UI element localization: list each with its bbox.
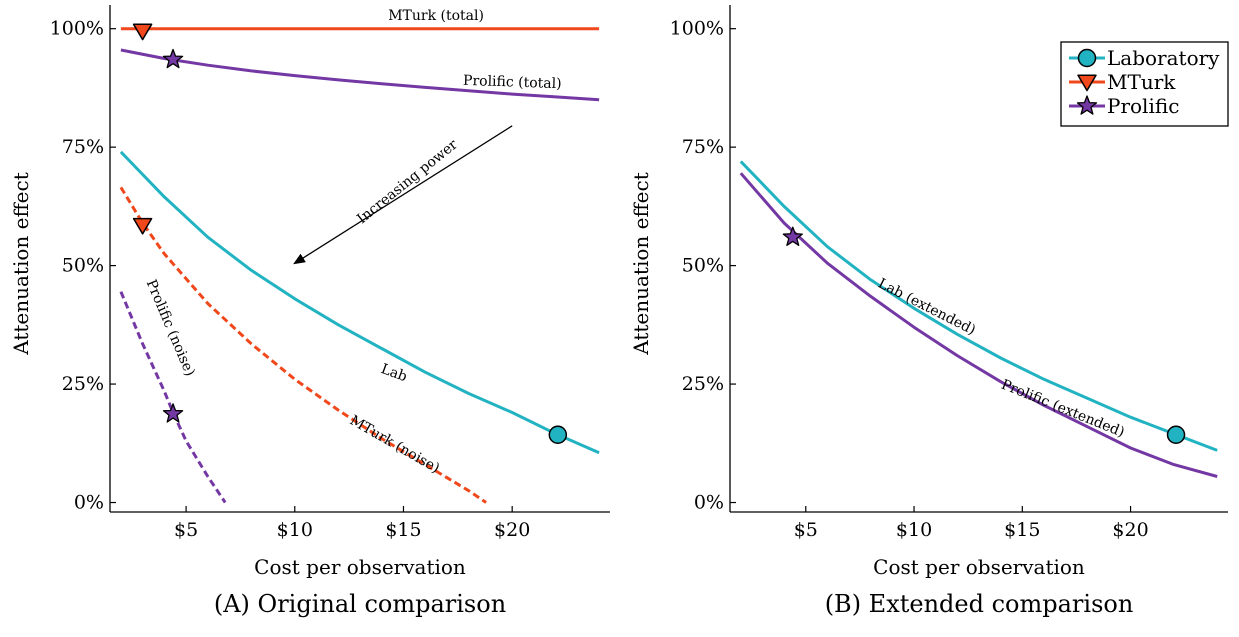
prolific-marker-star-4 xyxy=(162,403,184,423)
x-tick-label: $20 xyxy=(494,519,530,541)
x-tick-label: $5 xyxy=(794,519,818,541)
legend-label-mturk: MTurk xyxy=(1107,70,1176,94)
series-line-prolific-noise xyxy=(119,291,227,504)
y-tick-label: 0% xyxy=(74,492,104,514)
y-axis-title: Attenuation effect xyxy=(9,172,33,356)
panel-caption: (A) Original comparison xyxy=(214,590,506,618)
panel-caption: (B) Extended comparison xyxy=(825,590,1134,618)
legend-laboratory-marker-circle xyxy=(1077,48,1097,68)
lab-marker-circle-0 xyxy=(548,425,568,445)
y-tick-label: 0% xyxy=(694,492,724,514)
y-tick-label: 75% xyxy=(682,136,724,158)
mturk-marker-triangle-down-2 xyxy=(132,217,153,235)
x-tick-label: $5 xyxy=(174,519,198,541)
annotation-prolific-total: Prolific (total) xyxy=(463,73,562,92)
y-tick-label: 100% xyxy=(670,18,724,40)
prolific-marker-star-1 xyxy=(782,226,803,246)
annotation-lab: Lab xyxy=(379,361,410,385)
legend-mturk-marker-triangle-down xyxy=(1077,74,1097,92)
x-tick-label: $15 xyxy=(1004,519,1040,541)
y-tick-label: 100% xyxy=(50,18,104,40)
lab-marker-circle-0 xyxy=(1166,425,1186,445)
series-line-prolific-extended xyxy=(739,172,1218,478)
x-axis-title: Cost per observation xyxy=(254,555,466,579)
x-tick-label: $15 xyxy=(385,519,421,541)
prolific-marker-star-3 xyxy=(162,48,184,69)
mturk-marker-triangle-down-1 xyxy=(132,23,153,41)
annotation-mturk-noise: MTurk (noise) xyxy=(347,412,442,476)
series-line-prolific-total xyxy=(120,48,600,102)
increasing-power-arrow xyxy=(293,125,513,265)
x-tick-label: $10 xyxy=(277,519,313,541)
y-tick-label: 25% xyxy=(62,373,104,395)
x-axis-title: Cost per observation xyxy=(873,555,1085,579)
panel-a: 0% 25% 50% 75% 100% $5 $10 $15 $20 Cost per obser… xyxy=(9,5,610,618)
y-tick-label: 25% xyxy=(682,373,724,395)
series-line-mturk-noise xyxy=(119,186,487,504)
panel-b: 0% 25% 50% 75% 100% $5 $10 $15 $20 Cost per obser… xyxy=(629,5,1229,618)
legend-prolific-marker-star xyxy=(1076,95,1098,115)
legend-label-prolific: Prolific xyxy=(1107,94,1179,118)
annotation-mturk-total: MTurk (total) xyxy=(388,8,484,24)
y-axis-title: Attenuation effect xyxy=(629,172,653,356)
legend-label-laboratory: Laboratory xyxy=(1107,46,1220,70)
y-tick-label: 50% xyxy=(62,255,104,277)
series-line-lab xyxy=(119,150,600,455)
y-tick-label: 50% xyxy=(682,255,724,277)
x-tick-label: $10 xyxy=(896,519,932,541)
series-line-lab-extended xyxy=(739,160,1218,452)
annotation-lab-extended: Lab (extended) xyxy=(875,276,978,339)
x-tick-label: $20 xyxy=(1112,519,1148,541)
annotation-increasing-power: Increasing power xyxy=(354,136,461,227)
y-tick-label: 75% xyxy=(62,136,104,158)
